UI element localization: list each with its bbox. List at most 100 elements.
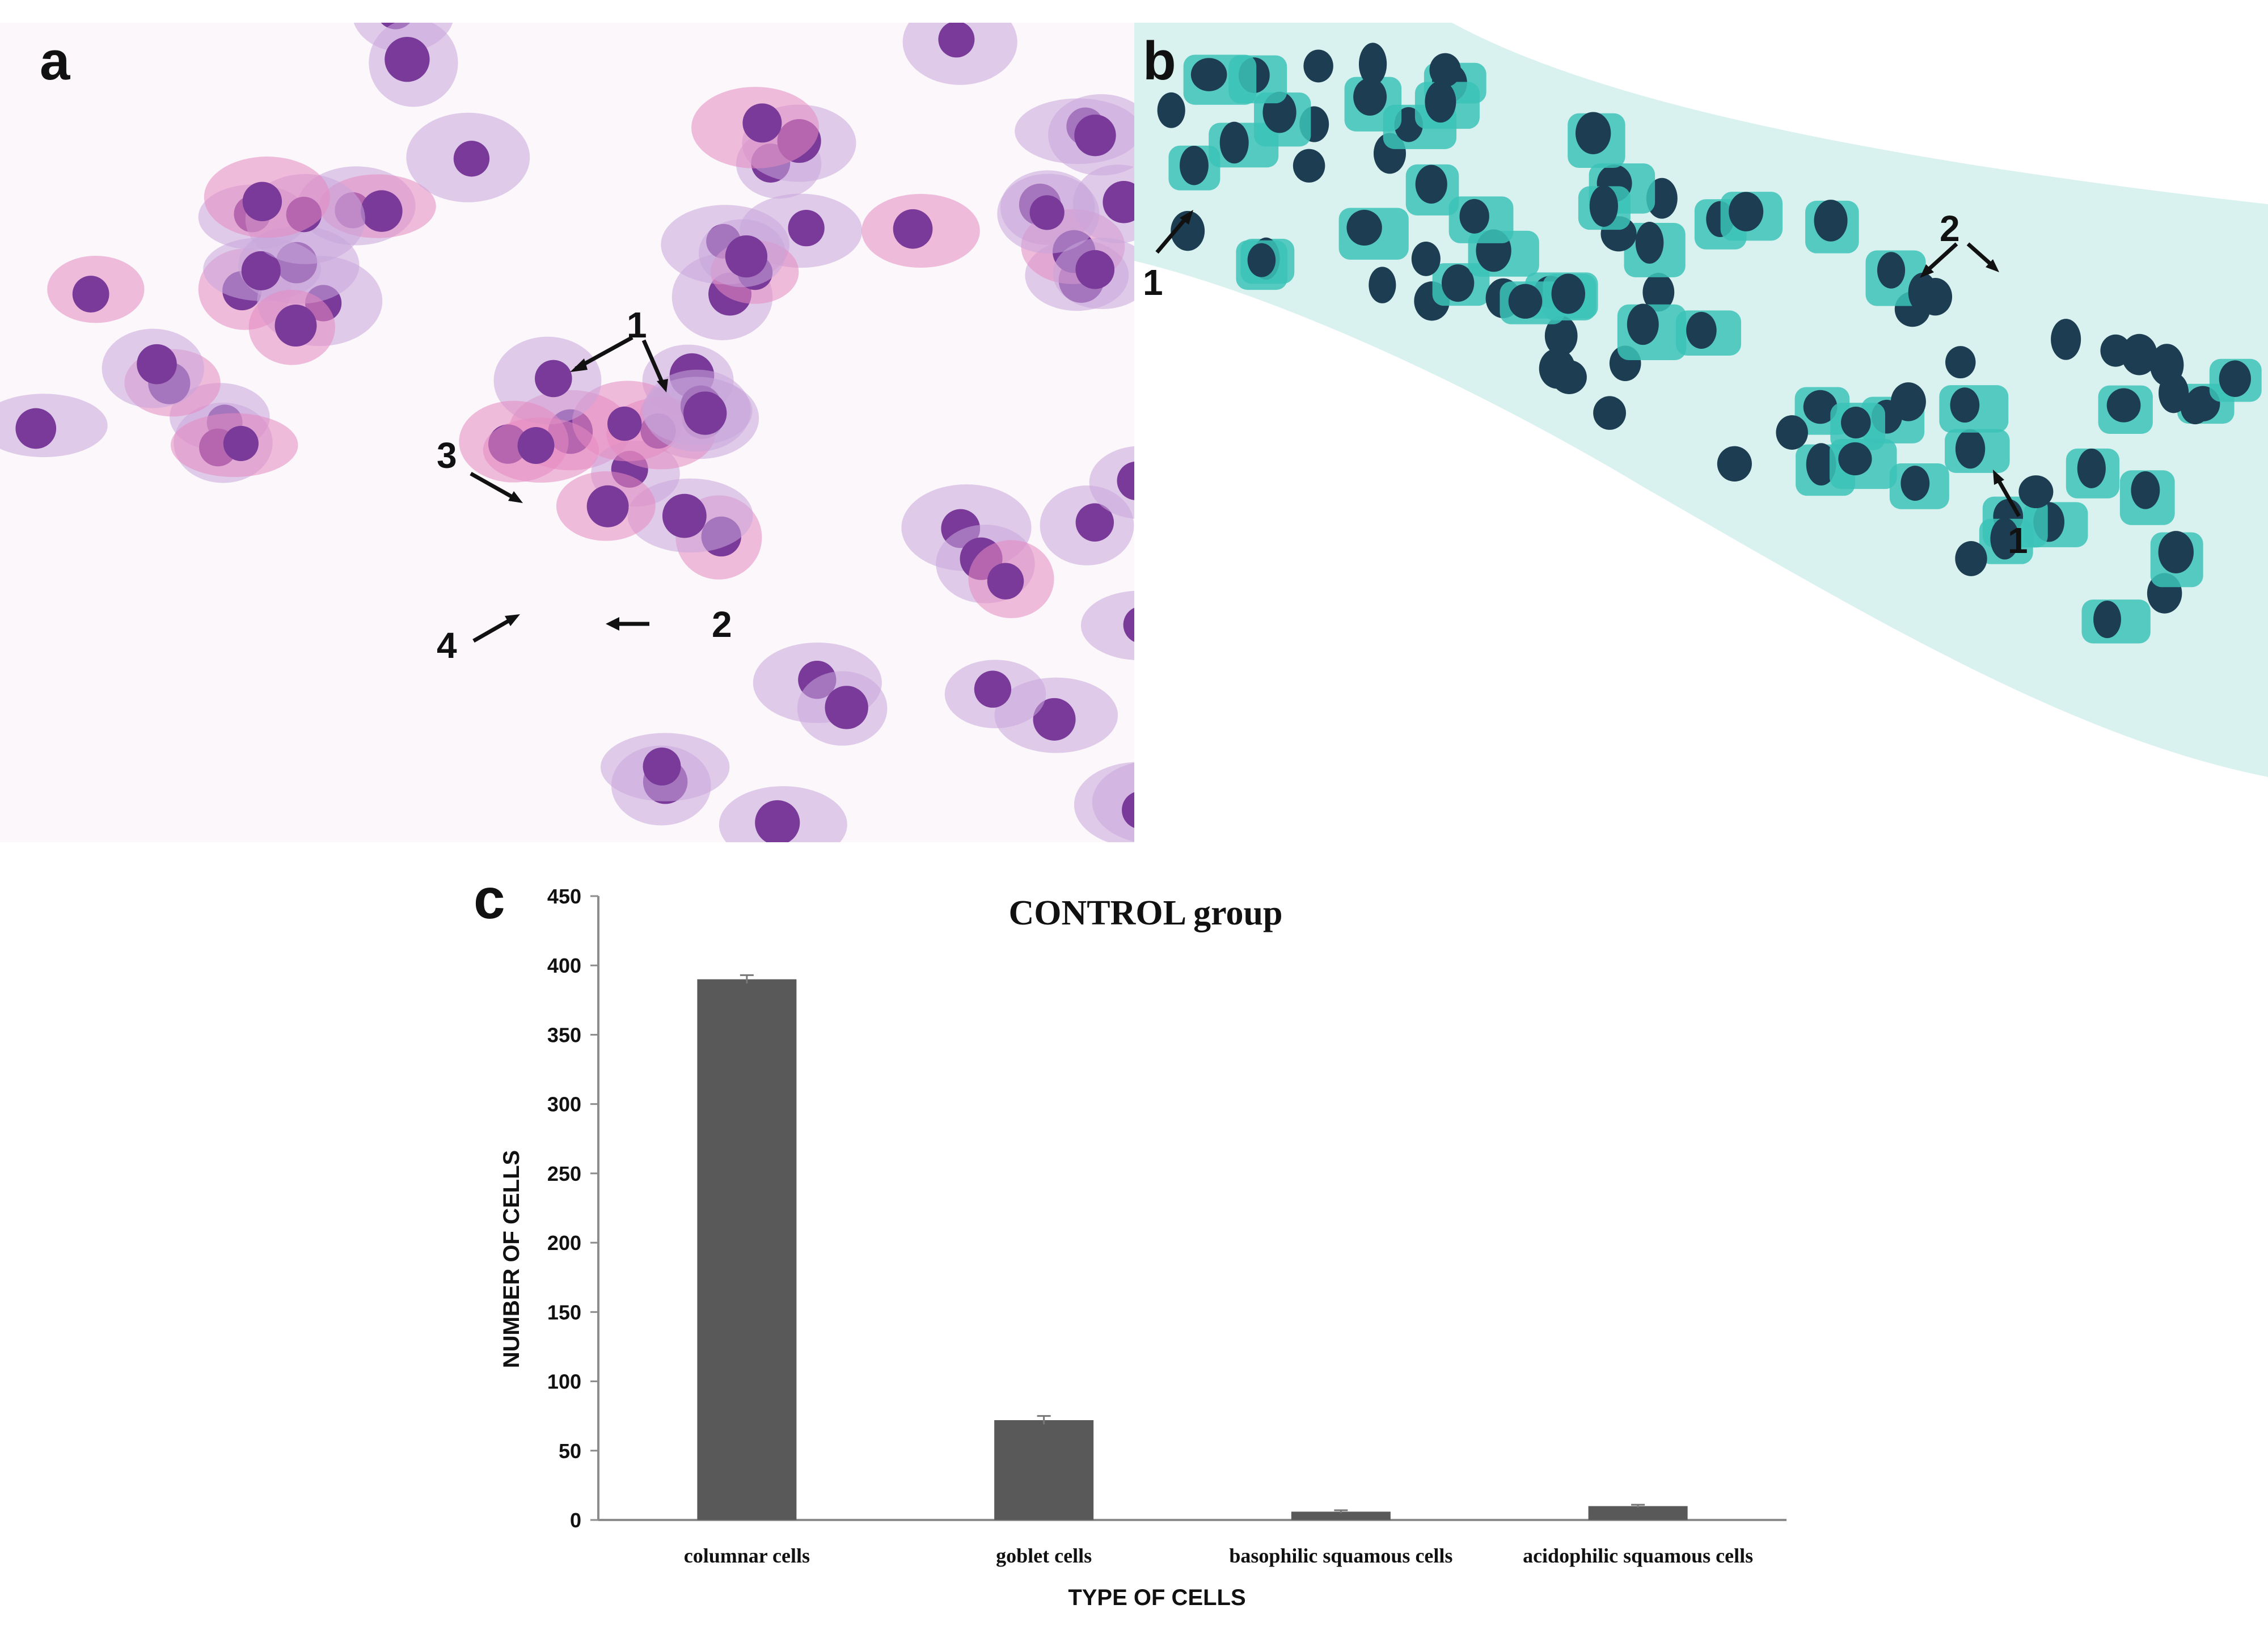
annotation-b-1-lower: 1 [2008, 520, 2028, 561]
cell-nucleus [1627, 303, 1659, 345]
panel-a-micrograph: 1 2 3 4 a [0, 23, 1134, 842]
cell-nucleus [517, 427, 555, 464]
cell-nucleus [2219, 360, 2251, 397]
bar-columnar-cells [697, 979, 797, 1520]
cell-nucleus [1945, 346, 1976, 379]
cell-nucleus [1359, 43, 1387, 86]
cell-nucleus [1103, 181, 1134, 223]
panel-b-label: b [1143, 31, 1176, 91]
cell-nucleus [1075, 250, 1115, 289]
cell-nucleus [2051, 319, 2081, 360]
cell-nucleus [1575, 112, 1611, 154]
cell-nucleus [1955, 540, 1987, 576]
annotation-a-2: 2 [712, 604, 732, 645]
annotation-b-1: 1 [1143, 262, 1163, 303]
cell-nucleus [725, 235, 768, 278]
cell-nucleus [242, 181, 282, 222]
cell-nucleus [1776, 415, 1808, 450]
x-tick-label: columnar cells [684, 1544, 810, 1567]
cell-nucleus [72, 276, 109, 313]
panel-b-image: 1 2 1 [1134, 23, 2268, 842]
y-tick-label: 50 [559, 1439, 581, 1463]
cell-nucleus [241, 251, 281, 290]
panel-a-annotations: 1 2 3 4 [437, 305, 732, 666]
cell-nucleus [755, 800, 800, 842]
chart-ticks: 0 50 100 150 200 250 300 350 400 450 [547, 885, 598, 1532]
y-tick-label: 100 [547, 1370, 581, 1393]
cell-nucleus [274, 305, 317, 347]
cell-nucleus [938, 23, 975, 58]
panel-b-micrograph: 1 2 1 b [1134, 23, 2268, 842]
cell-nucleus [1877, 252, 1906, 289]
cell-nucleus [15, 408, 57, 449]
cell-nucleus [1029, 195, 1065, 230]
cell-nucleus [2093, 600, 2121, 639]
cell-nucleus [1950, 387, 1980, 423]
panel-b-cells [1157, 43, 2262, 644]
cell-nucleus [1122, 792, 1134, 828]
cell-nucleus [1551, 360, 1587, 394]
cell-nucleus [1303, 49, 1333, 83]
cell-nucleus [1157, 92, 1185, 128]
cell-nucleus [2106, 388, 2141, 423]
cell-nucleus [1955, 429, 1986, 469]
cell-nucleus [1841, 407, 1871, 439]
annotation-a-4: 4 [437, 625, 457, 666]
bar-goblet-cells [994, 1420, 1094, 1520]
x-tick-label: goblet cells [996, 1544, 1092, 1567]
cell-nucleus [1190, 58, 1227, 91]
y-tick-label: 350 [547, 1023, 581, 1046]
cell-nucleus [1589, 185, 1618, 227]
cell-nucleus [2158, 531, 2194, 574]
cell-nucleus [1544, 315, 1578, 356]
cell-nucleus [607, 406, 642, 441]
annotation-b-2: 2 [1940, 208, 1960, 249]
annotation-a-3: 3 [437, 435, 457, 476]
panel-a-image: 1 2 3 4 [0, 23, 1134, 842]
panel-a-label: a [40, 31, 70, 91]
cell-nucleus [1686, 311, 1717, 349]
cell-nucleus [1814, 200, 1848, 242]
cell-nucleus [453, 141, 490, 177]
y-tick-label: 0 [570, 1509, 581, 1532]
cell-nucleus [586, 485, 629, 527]
x-tick-label: acidophilic squamous cells [1523, 1544, 1753, 1567]
cell-nucleus [987, 563, 1024, 599]
annotation-a-1: 1 [627, 305, 647, 345]
cell-nucleus [361, 190, 403, 232]
cell-nucleus [1117, 461, 1134, 500]
cell-nucleus [893, 209, 933, 249]
cell-nucleus [2131, 471, 2160, 509]
cell-nucleus [1890, 382, 1926, 421]
y-tick-label: 450 [547, 885, 581, 908]
cell-nucleus [1441, 264, 1475, 302]
panel-a-cells [0, 23, 1134, 842]
x-tick-label: basophilic squamous cells [1229, 1544, 1452, 1567]
y-tick-label: 200 [547, 1231, 581, 1255]
cell-nucleus [1219, 121, 1249, 164]
cell-nucleus [137, 344, 177, 385]
cell-nucleus [825, 686, 868, 729]
cell-nucleus [535, 360, 572, 398]
cell-nucleus [1429, 53, 1461, 87]
y-tick-label: 150 [547, 1300, 581, 1324]
cell-nucleus [223, 425, 259, 462]
cell-nucleus [1990, 517, 2020, 560]
y-axis-label: NUMBER OF CELLS [499, 1150, 524, 1368]
bar-chart: CONTROL group NUMBER OF CELLS TYPE OF CE… [499, 885, 1786, 1610]
cell-nucleus [742, 103, 782, 143]
cell-nucleus [1806, 443, 1836, 486]
cell-nucleus [662, 493, 707, 538]
cell-nucleus [683, 391, 727, 435]
cell-nucleus [385, 37, 430, 82]
cell-nucleus [1180, 146, 1209, 185]
cell-nucleus [1838, 442, 1872, 476]
cell-cytoplasm [1074, 762, 1134, 842]
cell-nucleus [1074, 114, 1116, 157]
cell-nucleus [2121, 333, 2157, 375]
cell-nucleus [1642, 273, 1675, 312]
y-tick-label: 300 [547, 1093, 581, 1116]
cell-cytoplasm [1081, 590, 1134, 660]
panel-c-label: c [474, 867, 505, 931]
cell-nucleus [643, 748, 681, 786]
